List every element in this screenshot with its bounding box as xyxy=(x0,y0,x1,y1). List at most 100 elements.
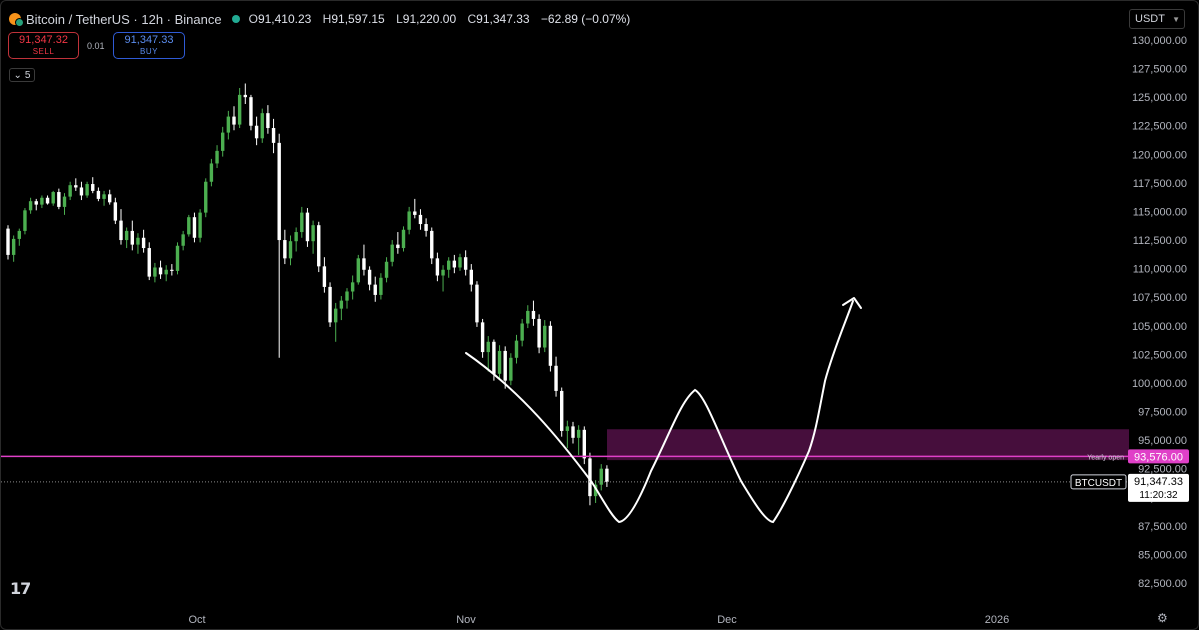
candle[interactable] xyxy=(164,265,168,282)
candle[interactable] xyxy=(249,94,253,131)
candle[interactable] xyxy=(582,426,586,465)
candle[interactable] xyxy=(204,178,208,218)
candle[interactable] xyxy=(102,190,106,206)
candle[interactable] xyxy=(379,273,383,300)
candle[interactable] xyxy=(407,206,411,235)
candle[interactable] xyxy=(243,83,247,105)
candle[interactable] xyxy=(350,275,355,300)
candle[interactable] xyxy=(254,116,259,146)
candle[interactable] xyxy=(384,257,389,283)
candle[interactable] xyxy=(413,198,417,219)
candle[interactable] xyxy=(85,181,89,198)
candle[interactable] xyxy=(147,242,151,281)
candle[interactable] xyxy=(345,288,349,309)
candle[interactable] xyxy=(181,230,185,251)
candle[interactable] xyxy=(237,88,242,129)
candle[interactable] xyxy=(277,133,281,358)
candle[interactable] xyxy=(209,158,214,187)
candle[interactable] xyxy=(170,264,174,276)
candle[interactable] xyxy=(45,195,50,205)
candle[interactable] xyxy=(40,195,44,209)
candle[interactable] xyxy=(497,345,502,380)
candle[interactable] xyxy=(441,265,445,292)
candle[interactable] xyxy=(108,189,112,205)
candle[interactable] xyxy=(356,254,360,285)
candle[interactable] xyxy=(91,177,95,194)
candle[interactable] xyxy=(113,197,118,225)
candle[interactable] xyxy=(130,220,134,251)
buy-button[interactable]: 91,347.33 BUY xyxy=(113,32,185,59)
candle[interactable] xyxy=(339,296,344,321)
candle[interactable] xyxy=(317,221,321,273)
candle[interactable] xyxy=(305,208,310,247)
candle[interactable] xyxy=(68,181,72,201)
candle[interactable] xyxy=(543,320,547,353)
candle[interactable] xyxy=(6,225,10,260)
candle[interactable] xyxy=(322,257,327,293)
candle[interactable] xyxy=(124,227,129,249)
candle[interactable] xyxy=(565,420,570,449)
candle[interactable] xyxy=(593,480,598,503)
candle[interactable] xyxy=(198,209,202,243)
candle[interactable] xyxy=(486,336,490,372)
candle[interactable] xyxy=(74,178,78,191)
candle[interactable] xyxy=(418,209,423,230)
symbol-title[interactable]: Bitcoin / TetherUS · 12h · Binance xyxy=(26,11,222,27)
candle[interactable] xyxy=(11,235,16,262)
candle[interactable] xyxy=(475,281,479,327)
candle[interactable] xyxy=(328,282,332,327)
candle[interactable] xyxy=(554,356,558,397)
candle[interactable] xyxy=(221,126,225,157)
candle[interactable] xyxy=(576,425,581,455)
candle[interactable] xyxy=(226,110,231,140)
candle[interactable] xyxy=(463,250,468,276)
candle[interactable] xyxy=(28,197,33,214)
candle[interactable] xyxy=(215,145,219,169)
candle[interactable] xyxy=(311,220,315,254)
candle[interactable] xyxy=(266,105,270,134)
candle[interactable] xyxy=(447,257,451,278)
candle[interactable] xyxy=(514,334,519,364)
candle[interactable] xyxy=(435,252,440,282)
candle[interactable] xyxy=(175,242,180,275)
candle[interactable] xyxy=(57,188,61,210)
candle[interactable] xyxy=(452,254,457,274)
candle[interactable] xyxy=(531,300,536,326)
candle[interactable] xyxy=(232,106,236,131)
candle[interactable] xyxy=(260,108,264,143)
candle[interactable] xyxy=(430,227,434,265)
candle[interactable] xyxy=(136,233,140,254)
currency-select[interactable]: USDT ▼ xyxy=(1129,9,1185,29)
candle[interactable] xyxy=(283,229,287,265)
candle[interactable] xyxy=(17,228,21,246)
candle[interactable] xyxy=(390,240,394,267)
candle[interactable] xyxy=(367,266,372,291)
sell-button[interactable]: 91,347.32 SELL xyxy=(8,32,79,59)
candle[interactable] xyxy=(520,318,524,347)
candle[interactable] xyxy=(153,262,157,283)
candle[interactable] xyxy=(424,218,428,237)
candle[interactable] xyxy=(23,208,27,235)
candle[interactable] xyxy=(469,264,473,292)
gear-icon[interactable]: ⚙ xyxy=(1157,611,1168,625)
candle[interactable] xyxy=(401,226,406,252)
candle[interactable] xyxy=(599,464,603,491)
candle[interactable] xyxy=(509,353,513,386)
candle[interactable] xyxy=(537,314,541,354)
candle[interactable] xyxy=(62,193,67,215)
candle[interactable] xyxy=(271,118,276,154)
candle[interactable] xyxy=(294,227,298,252)
candle[interactable] xyxy=(158,260,163,279)
candle[interactable] xyxy=(119,209,123,245)
candle[interactable] xyxy=(288,235,293,266)
candle[interactable] xyxy=(548,321,553,372)
candle[interactable] xyxy=(79,181,84,201)
candle[interactable] xyxy=(187,214,191,237)
tradingview-logo[interactable]: 17 xyxy=(10,579,31,598)
candle[interactable] xyxy=(605,465,609,487)
candle[interactable] xyxy=(51,190,55,206)
candle[interactable] xyxy=(526,305,530,329)
candle[interactable] xyxy=(396,232,400,254)
candle[interactable] xyxy=(560,387,564,437)
